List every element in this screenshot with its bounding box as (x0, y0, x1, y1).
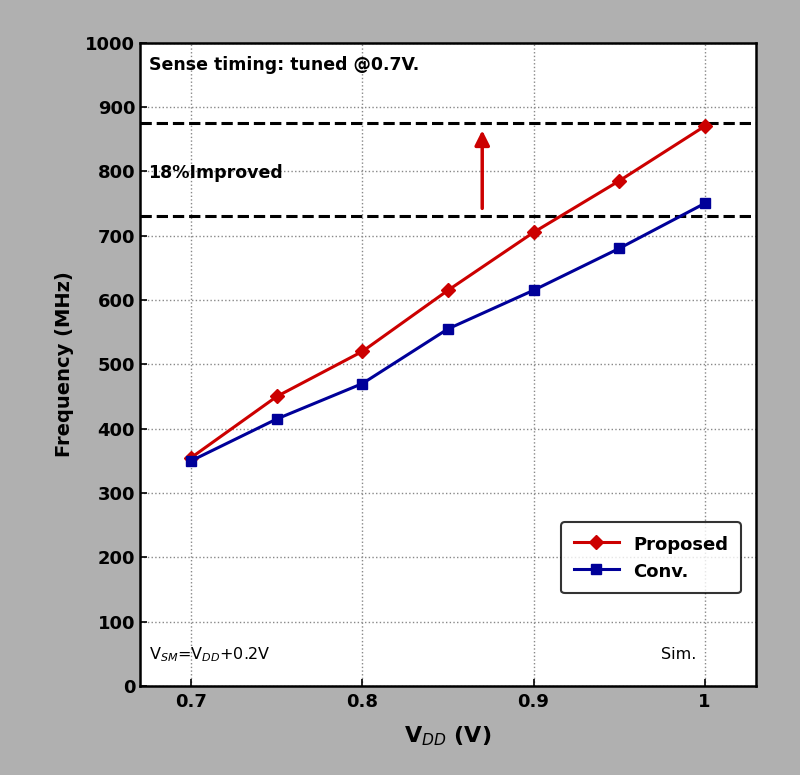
Text: V$_{SM}$=V$_{DD}$+0.2V: V$_{SM}$=V$_{DD}$+0.2V (149, 645, 270, 663)
Proposed (700, 122, 710, 131)
Conv. (614, 244, 624, 253)
X-axis label: V$_{DD}$ (V): V$_{DD}$ (V) (404, 725, 492, 749)
Conv. (443, 324, 453, 333)
Line: Proposed: Proposed (186, 122, 710, 463)
Proposed (272, 392, 282, 401)
Proposed (358, 346, 367, 356)
Conv. (700, 198, 710, 208)
Conv. (272, 415, 282, 424)
Legend: Proposed, Conv.: Proposed, Conv. (561, 522, 741, 593)
Conv. (529, 286, 538, 295)
Y-axis label: Frequency (MHz): Frequency (MHz) (55, 271, 74, 457)
Proposed (529, 228, 538, 237)
Proposed (186, 453, 196, 462)
Conv. (186, 456, 196, 465)
Proposed (614, 176, 624, 185)
Line: Conv.: Conv. (186, 198, 710, 466)
Text: 18%Improved: 18%Improved (149, 164, 283, 181)
Text: Sense timing: tuned @0.7V.: Sense timing: tuned @0.7V. (149, 56, 419, 74)
Text: Sim.: Sim. (661, 647, 696, 662)
Proposed (443, 286, 453, 295)
Conv. (358, 379, 367, 388)
